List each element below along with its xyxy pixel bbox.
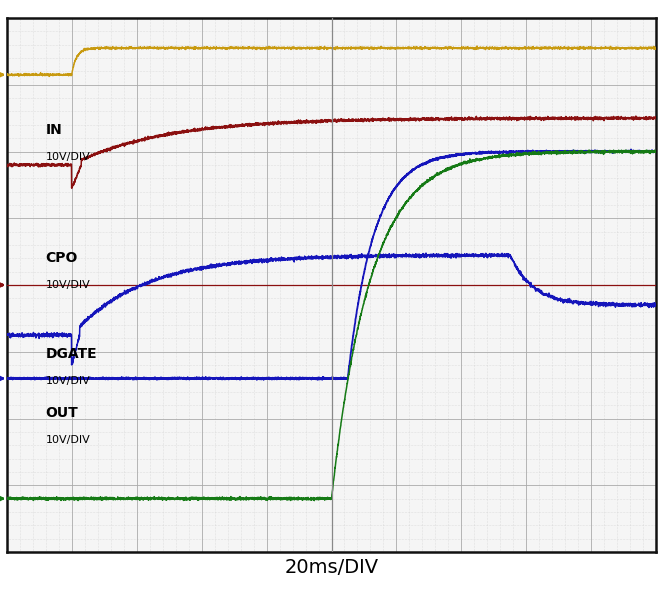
Text: DGATE: DGATE bbox=[46, 347, 97, 361]
X-axis label: 20ms/DIV: 20ms/DIV bbox=[284, 557, 379, 577]
Text: 10V/DIV: 10V/DIV bbox=[46, 435, 90, 445]
Text: 10V/DIV: 10V/DIV bbox=[46, 376, 90, 386]
Text: CPO: CPO bbox=[46, 251, 78, 265]
Text: OUT: OUT bbox=[46, 406, 78, 420]
Text: 10V/DIV: 10V/DIV bbox=[46, 152, 90, 162]
Text: IN: IN bbox=[46, 123, 62, 137]
Text: 10V/DIV: 10V/DIV bbox=[46, 280, 90, 290]
